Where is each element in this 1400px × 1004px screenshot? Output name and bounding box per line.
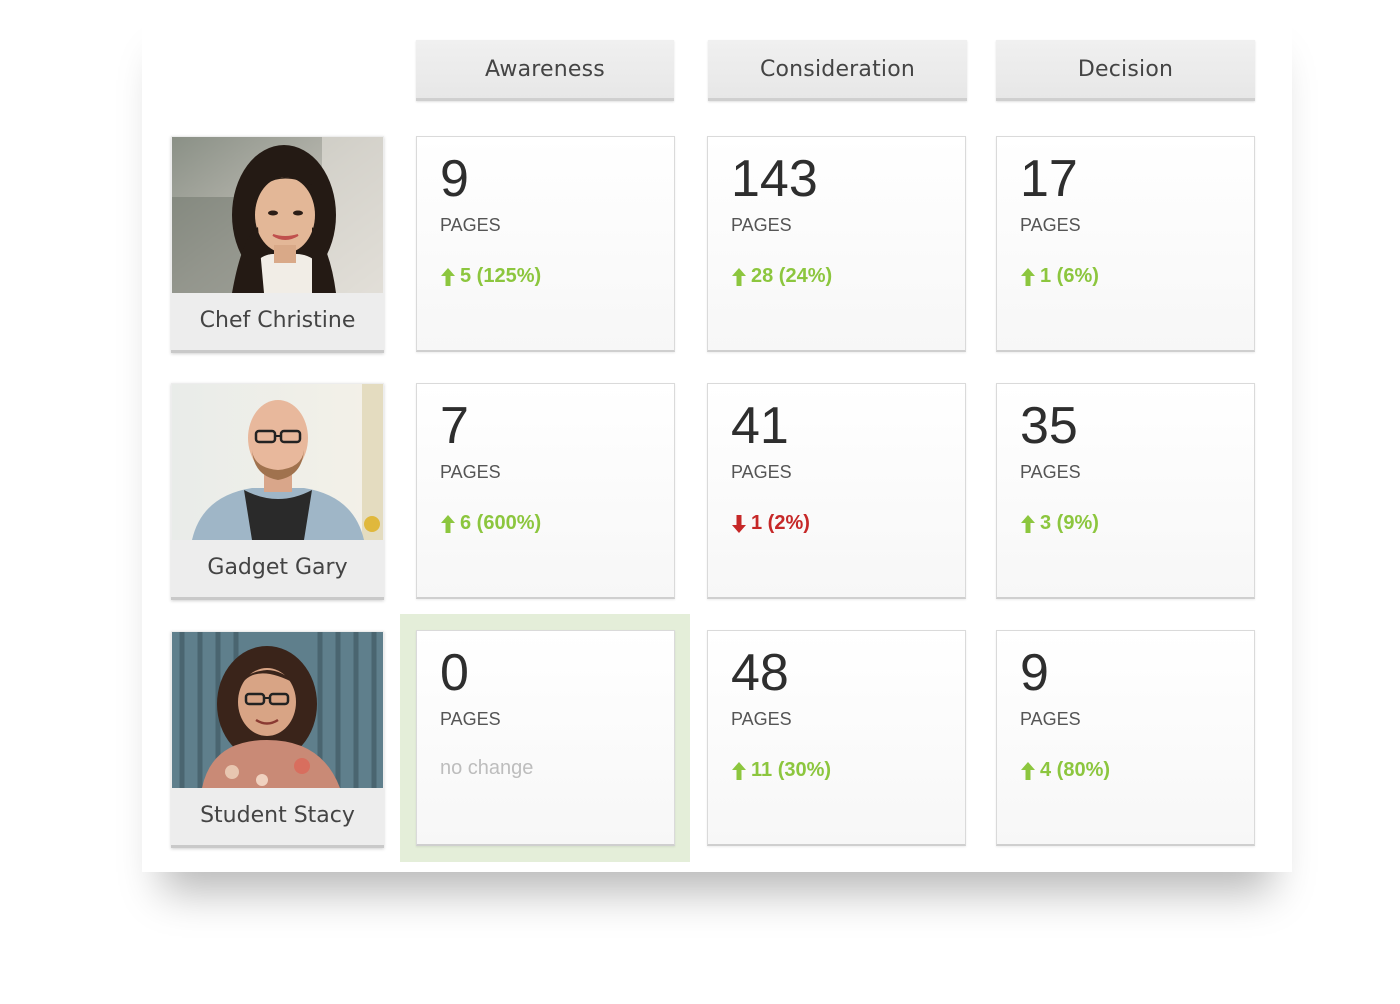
change-indicator: 6 (600%)	[440, 512, 541, 535]
metric-cell-stacy-consideration[interactable]: 48 PAGES 11 (30%)	[707, 630, 966, 846]
page-count: 48	[731, 644, 789, 702]
unit-label: PAGES	[1020, 709, 1081, 729]
page-count: 0	[440, 644, 469, 702]
page-count: 9	[440, 150, 469, 208]
page-count: 9	[1020, 644, 1049, 702]
change-indicator: no change	[440, 757, 533, 780]
change-text: no change	[440, 757, 534, 779]
change-indicator: 3 (9%)	[1020, 512, 1099, 535]
change-text: 3 (9%)	[1040, 512, 1099, 534]
change-text: 28 (24%)	[751, 265, 833, 287]
unit-label: PAGES	[440, 709, 501, 729]
woman-portrait-photo	[172, 137, 383, 293]
change-text: 1 (6%)	[1040, 265, 1099, 287]
metric-cell-gary-decision[interactable]: 35 PAGES 3 (9%)	[996, 383, 1255, 599]
persona-card-gadget-gary[interactable]: Gadget Gary	[171, 383, 384, 600]
persona-card-chef-christine[interactable]: Chef Christine	[171, 136, 384, 353]
unit-label: PAGES	[1020, 215, 1081, 235]
change-text: 1 (2%)	[751, 512, 810, 534]
change-indicator: 5 (125%)	[440, 265, 541, 288]
arrow-up-icon	[732, 761, 746, 780]
column-header-decision[interactable]: Decision	[996, 40, 1255, 101]
unit-label: PAGES	[731, 462, 792, 482]
metric-cell-christine-awareness[interactable]: 9 PAGES 5 (125%)	[416, 136, 675, 352]
metric-cell-gary-consideration[interactable]: 41 PAGES 1 (2%)	[707, 383, 966, 599]
unit-label: PAGES	[731, 215, 792, 235]
page-count: 143	[731, 150, 818, 208]
change-text: 11 (30%)	[751, 759, 832, 781]
page-count: 35	[1020, 397, 1078, 455]
arrow-up-icon	[1021, 514, 1035, 533]
column-header-consideration[interactable]: Consideration	[708, 40, 967, 101]
change-indicator: 11 (30%)	[731, 759, 831, 782]
unit-label: PAGES	[731, 709, 792, 729]
arrow-up-icon	[1021, 761, 1035, 780]
change-indicator: 4 (80%)	[1020, 759, 1110, 782]
change-indicator: 28 (24%)	[731, 265, 832, 288]
arrow-up-icon	[1021, 267, 1035, 286]
arrow-up-icon	[732, 267, 746, 286]
man-portrait-photo	[172, 384, 383, 540]
arrow-down-icon	[732, 514, 746, 533]
page-count: 41	[731, 397, 789, 455]
persona-card-student-stacy[interactable]: Student Stacy	[171, 631, 384, 848]
metric-cell-christine-consideration[interactable]: 143 PAGES 28 (24%)	[707, 136, 966, 352]
arrow-up-icon	[441, 514, 455, 533]
persona-name: Gadget Gary	[207, 555, 348, 580]
girl-portrait-photo	[172, 632, 383, 788]
persona-name: Chef Christine	[199, 308, 356, 333]
change-indicator: 1 (2%)	[731, 512, 810, 535]
metric-cell-gary-awareness[interactable]: 7 PAGES 6 (600%)	[416, 383, 675, 599]
persona-name: Student Stacy	[200, 803, 355, 828]
page-count: 17	[1020, 150, 1078, 208]
change-text: 4 (80%)	[1040, 759, 1111, 781]
unit-label: PAGES	[1020, 462, 1081, 482]
metric-cell-stacy-awareness[interactable]: 0 PAGES no change	[416, 630, 675, 846]
unit-label: PAGES	[440, 215, 501, 235]
change-text: 6 (600%)	[460, 512, 542, 534]
unit-label: PAGES	[440, 462, 501, 482]
page-count: 7	[440, 397, 469, 455]
change-text: 5 (125%)	[460, 265, 542, 287]
metric-cell-stacy-decision[interactable]: 9 PAGES 4 (80%)	[996, 630, 1255, 846]
arrow-up-icon	[441, 267, 455, 286]
metric-cell-christine-decision[interactable]: 17 PAGES 1 (6%)	[996, 136, 1255, 352]
column-header-awareness[interactable]: Awareness	[416, 40, 674, 101]
change-indicator: 1 (6%)	[1020, 265, 1099, 288]
